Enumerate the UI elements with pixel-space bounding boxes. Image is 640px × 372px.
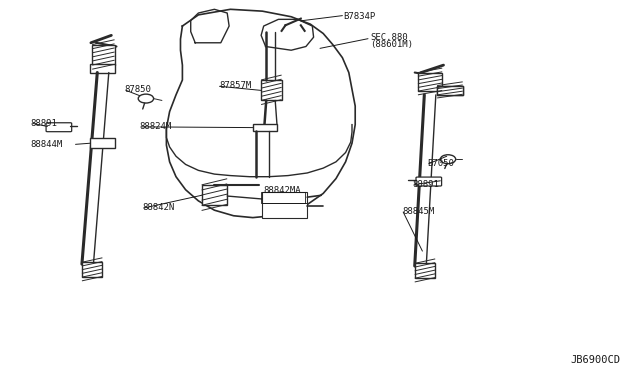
Bar	[261, 80, 282, 100]
Text: 88844M: 88844M	[31, 140, 63, 149]
Bar	[92, 45, 115, 65]
Bar	[90, 138, 115, 148]
Bar	[437, 86, 463, 95]
Text: B7050: B7050	[428, 159, 454, 168]
Text: 88891: 88891	[413, 180, 440, 189]
Bar	[253, 124, 277, 131]
Text: 88824M: 88824M	[140, 122, 172, 131]
Bar	[90, 64, 115, 73]
Text: 87857M: 87857M	[219, 81, 251, 90]
FancyBboxPatch shape	[46, 123, 72, 132]
Text: 88845M: 88845M	[402, 207, 434, 216]
Text: (88601M): (88601M)	[370, 40, 413, 49]
Bar	[202, 185, 227, 205]
Circle shape	[138, 94, 154, 103]
Circle shape	[440, 155, 456, 164]
Bar	[262, 192, 307, 218]
Bar	[261, 192, 305, 203]
Text: 88891: 88891	[31, 119, 58, 128]
Text: B7834P: B7834P	[344, 12, 376, 21]
Bar	[82, 262, 102, 277]
Text: SEC.880: SEC.880	[370, 33, 408, 42]
Text: 88842N: 88842N	[142, 203, 174, 212]
FancyBboxPatch shape	[416, 177, 442, 186]
Text: JB6900CD: JB6900CD	[571, 355, 621, 365]
Bar	[415, 263, 435, 278]
Text: 88842MA: 88842MA	[263, 186, 301, 195]
Bar	[418, 73, 442, 91]
Text: 87850: 87850	[125, 85, 152, 94]
Bar	[437, 86, 463, 95]
